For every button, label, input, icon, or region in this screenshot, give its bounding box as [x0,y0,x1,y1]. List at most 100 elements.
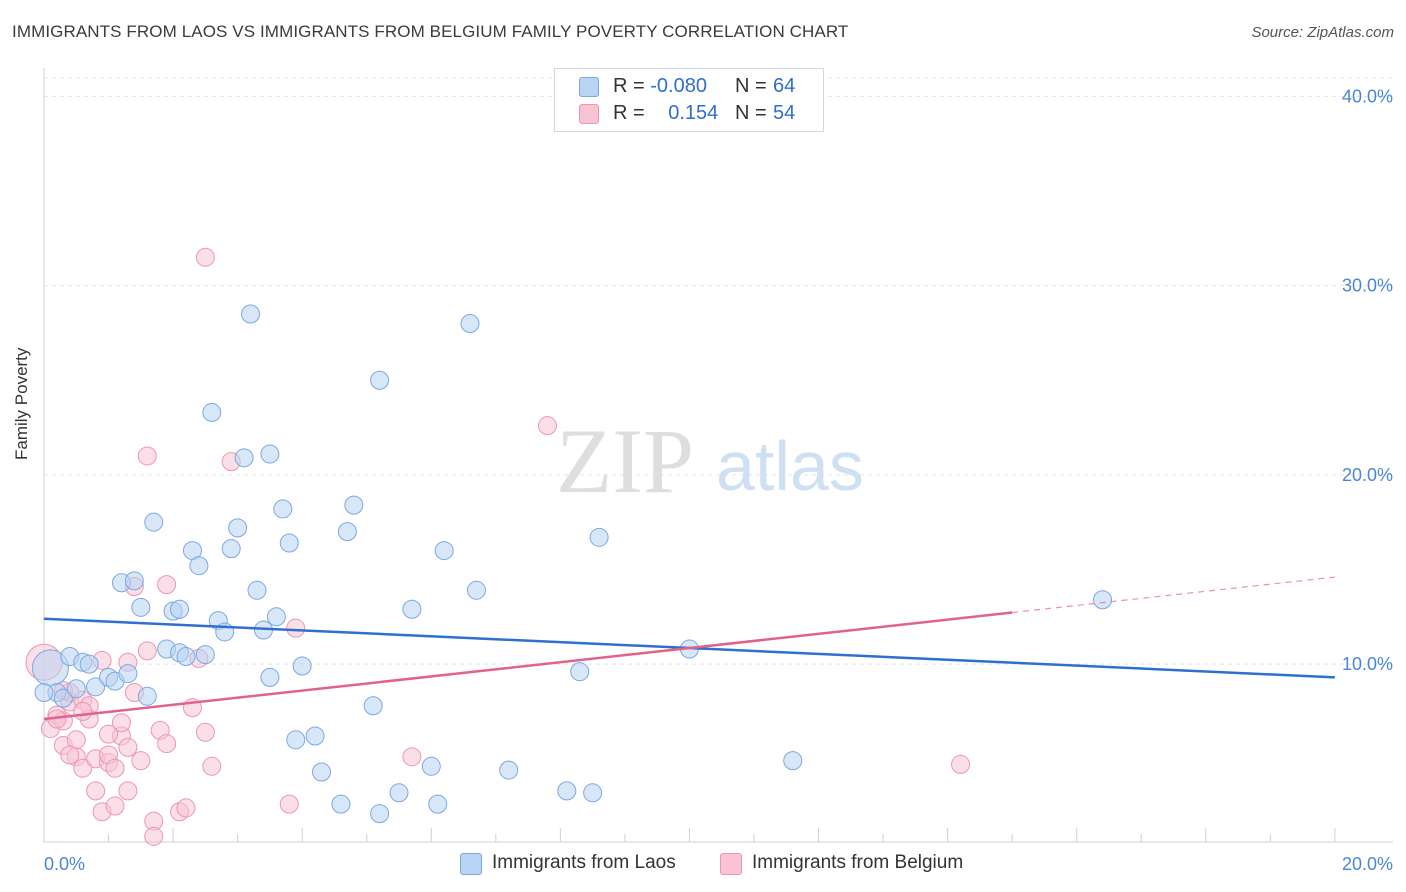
laos-point[interactable] [344,495,364,515]
laos-point[interactable] [131,597,151,617]
watermark-zip: ZIP [556,410,694,512]
laos-point[interactable] [460,313,480,333]
laos-point[interactable] [305,726,325,746]
y-tick-label: 20.0% [1342,465,1393,485]
laos-point[interactable] [221,539,241,559]
belgium-point[interactable] [195,722,215,742]
belgium-trend-line [43,611,1013,721]
laos-legend-label: Immigrants from Laos [492,852,676,873]
laos-point[interactable] [202,402,222,422]
laos-point[interactable] [402,599,422,619]
laos-r-value: -0.080 [650,75,707,97]
laos-point[interactable] [195,645,215,665]
laos-point[interactable] [189,556,209,576]
laos-point[interactable] [234,448,254,468]
laos-point[interactable] [170,599,190,619]
laos-point[interactable] [428,794,448,814]
laos-point[interactable] [53,688,73,708]
laos-point[interactable] [466,580,486,600]
laos-point[interactable] [241,304,261,324]
belgium-point[interactable] [73,701,93,721]
laos-point[interactable] [176,647,196,667]
belgium-point[interactable] [60,745,80,765]
laos-point[interactable] [389,783,409,803]
belgium-point[interactable] [144,826,164,846]
laos-point[interactable] [783,751,803,771]
belgium-point[interactable] [279,794,299,814]
laos-points [31,304,1113,824]
belgium-point[interactable] [157,734,177,754]
laos-point[interactable] [331,794,351,814]
belgium-point[interactable] [105,758,125,778]
belgium-point[interactable] [86,781,106,801]
laos-point[interactable] [279,533,299,553]
watermark: ZIP atlas [556,410,864,512]
laos-point[interactable] [370,804,390,824]
laos-r-label: R = [613,75,651,97]
x-tick-labels: 0.0% 20.0% [44,854,1393,874]
laos-point[interactable] [266,607,286,627]
belgium-point[interactable] [202,756,222,776]
belgium-point[interactable] [195,247,215,267]
laos-point[interactable] [583,783,603,803]
belgium-n-label: N = [735,102,767,124]
y-tick-label: 10.0% [1342,654,1393,674]
belgium-point[interactable] [118,737,138,757]
y-tick-labels: 10.0% 20.0% 30.0% 40.0% [1342,86,1393,674]
belgium-point[interactable] [73,758,93,778]
belgium-point[interactable] [118,781,138,801]
belgium-stats-row: R = 0.154 N = 54 [613,102,795,126]
x-tick-label: 0.0% [44,854,85,874]
belgium-legend-swatch [720,853,742,875]
laos-point[interactable] [79,654,99,674]
belgium-point[interactable] [286,618,306,638]
laos-point[interactable] [286,730,306,750]
laos-point[interactable] [589,527,609,547]
legend-item-laos[interactable]: Immigrants from Laos [460,852,676,875]
belgium-point[interactable] [951,754,971,774]
laos-point[interactable] [273,499,293,519]
belgium-point[interactable] [537,416,557,436]
belgium-point[interactable] [105,796,125,816]
axes [43,68,1393,843]
belgium-point[interactable] [137,446,157,466]
laos-point[interactable] [260,444,280,464]
laos-point[interactable] [34,682,54,702]
x-tick-label: 20.0% [1342,854,1393,874]
laos-point[interactable] [337,522,357,542]
belgium-point[interactable] [131,751,151,771]
legend-item-belgium[interactable]: Immigrants from Belgium [720,852,963,875]
belgium-point[interactable] [402,747,422,767]
belgium-point[interactable] [137,641,157,661]
laos-point[interactable] [292,656,312,676]
belgium-trend-extension [1012,576,1335,614]
laos-point[interactable] [137,686,157,706]
laos-point[interactable] [86,677,106,697]
laos-point[interactable] [118,664,138,684]
stats-box: R = -0.080 N = 64 R = 0.154 N = 54 [554,68,824,132]
laos-point[interactable] [247,580,267,600]
laos-n-label: N = [735,75,767,97]
laos-point[interactable] [499,760,519,780]
laos-point[interactable] [66,679,86,699]
belgium-point[interactable] [176,798,196,818]
watermark-atlas: atlas [716,427,864,505]
laos-point[interactable] [434,541,454,561]
laos-point[interactable] [228,518,248,538]
laos-point[interactable] [370,370,390,390]
laos-stats-swatch [579,77,599,97]
laos-point[interactable] [421,756,441,776]
laos-legend-swatch [460,853,482,875]
belgium-point[interactable] [157,575,177,595]
belgium-point[interactable] [99,724,119,744]
laos-point[interactable] [144,512,164,532]
chart-title: IMMIGRANTS FROM LAOS VS IMMIGRANTS FROM … [12,22,849,41]
laos-point[interactable] [312,762,332,782]
laos-point[interactable] [363,696,383,716]
laos-point[interactable] [1093,590,1113,610]
laos-point[interactable] [260,667,280,687]
laos-point[interactable] [557,781,577,801]
belgium-point[interactable] [111,713,131,733]
laos-point[interactable] [124,571,144,591]
laos-point[interactable] [570,662,590,682]
